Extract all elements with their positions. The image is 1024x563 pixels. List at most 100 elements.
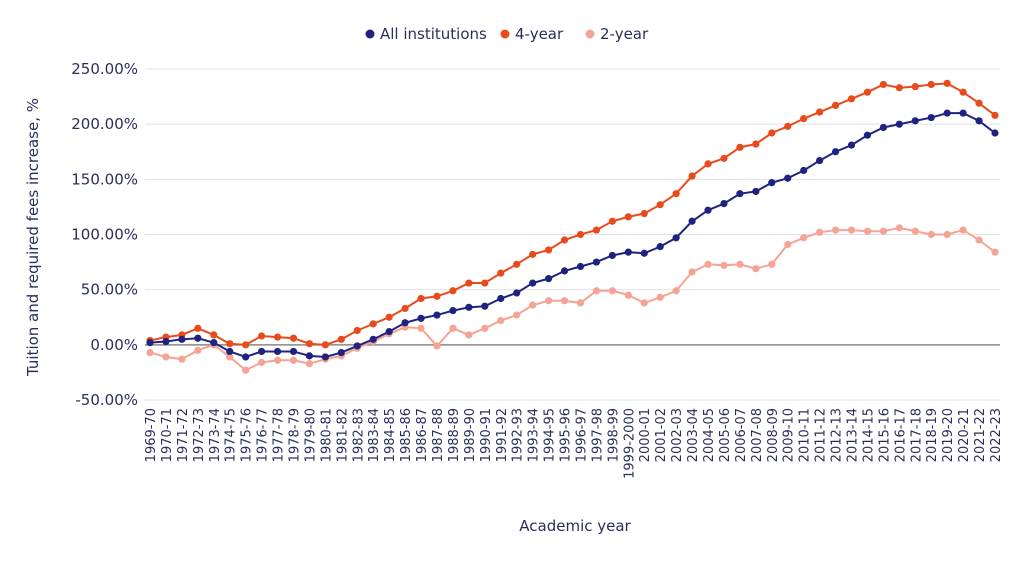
data-point[interactable] xyxy=(720,261,728,269)
data-point[interactable] xyxy=(879,227,887,235)
data-point[interactable] xyxy=(289,334,298,342)
data-point[interactable] xyxy=(608,217,616,225)
data-point[interactable] xyxy=(433,311,441,319)
legend-item[interactable]: 2-year xyxy=(585,25,649,43)
data-point[interactable] xyxy=(831,101,840,110)
data-point[interactable] xyxy=(831,226,840,234)
legend-item[interactable]: All institutions xyxy=(365,25,488,43)
data-point[interactable] xyxy=(592,258,601,266)
data-point[interactable] xyxy=(863,88,872,96)
data-point[interactable] xyxy=(991,248,999,256)
data-point[interactable] xyxy=(672,190,680,198)
data-point[interactable] xyxy=(816,108,824,116)
data-point[interactable] xyxy=(959,109,967,117)
data-point[interactable] xyxy=(847,141,856,149)
data-point[interactable] xyxy=(449,287,457,295)
data-point[interactable] xyxy=(943,79,951,87)
data-point[interactable] xyxy=(385,327,393,336)
data-point[interactable] xyxy=(752,187,760,196)
data-point[interactable] xyxy=(863,227,872,235)
data-point[interactable] xyxy=(640,249,648,257)
data-point[interactable] xyxy=(608,287,616,295)
data-point[interactable] xyxy=(847,226,856,234)
data-point[interactable] xyxy=(800,234,808,242)
data-point[interactable] xyxy=(194,346,202,354)
data-point[interactable] xyxy=(305,352,314,360)
data-point[interactable] xyxy=(529,279,537,287)
data-point[interactable] xyxy=(513,260,521,268)
data-point[interactable] xyxy=(991,111,999,119)
data-point[interactable] xyxy=(242,341,250,349)
data-point[interactable] xyxy=(273,347,282,356)
data-point[interactable] xyxy=(624,248,632,256)
data-point[interactable] xyxy=(497,269,505,277)
data-point[interactable] xyxy=(497,316,505,325)
data-point[interactable] xyxy=(433,342,441,350)
data-point[interactable] xyxy=(529,250,537,258)
data-point[interactable] xyxy=(242,353,250,361)
data-point[interactable] xyxy=(656,243,664,251)
data-point[interactable] xyxy=(258,347,266,356)
data-point[interactable] xyxy=(943,109,951,117)
data-point[interactable] xyxy=(513,289,521,297)
data-point[interactable] xyxy=(895,120,903,128)
data-point[interactable] xyxy=(895,224,903,232)
data-point[interactable] xyxy=(720,200,728,208)
data-point[interactable] xyxy=(800,115,808,123)
data-point[interactable] xyxy=(273,356,282,364)
data-point[interactable] xyxy=(640,209,648,218)
data-point[interactable] xyxy=(560,267,569,275)
data-point[interactable] xyxy=(656,201,664,209)
data-point[interactable] xyxy=(975,236,983,244)
data-point[interactable] xyxy=(162,353,170,361)
data-point[interactable] xyxy=(560,236,569,244)
data-point[interactable] xyxy=(927,80,935,89)
data-point[interactable] xyxy=(194,324,202,332)
data-point[interactable] xyxy=(768,260,776,268)
data-point[interactable] xyxy=(337,348,345,357)
data-point[interactable] xyxy=(576,230,585,239)
data-point[interactable] xyxy=(784,122,792,130)
data-point[interactable] xyxy=(353,342,361,350)
data-point[interactable] xyxy=(544,297,553,305)
data-point[interactable] xyxy=(816,228,824,236)
data-point[interactable] xyxy=(959,88,967,96)
data-point[interactable] xyxy=(162,337,170,346)
data-point[interactable] xyxy=(688,172,696,180)
data-point[interactable] xyxy=(576,262,585,271)
data-point[interactable] xyxy=(497,294,505,303)
data-point[interactable] xyxy=(975,117,983,125)
data-point[interactable] xyxy=(481,324,489,332)
data-point[interactable] xyxy=(672,287,680,295)
data-point[interactable] xyxy=(688,268,696,276)
data-point[interactable] xyxy=(592,226,601,234)
data-point[interactable] xyxy=(895,84,903,92)
data-point[interactable] xyxy=(465,279,473,287)
data-point[interactable] xyxy=(624,213,632,221)
data-point[interactable] xyxy=(465,303,473,311)
data-point[interactable] xyxy=(146,348,154,357)
data-point[interactable] xyxy=(513,311,521,319)
data-point[interactable] xyxy=(226,340,234,348)
data-point[interactable] xyxy=(305,359,314,368)
data-point[interactable] xyxy=(369,335,377,343)
data-point[interactable] xyxy=(624,291,632,299)
data-point[interactable] xyxy=(911,227,919,235)
data-point[interactable] xyxy=(401,319,409,327)
data-point[interactable] xyxy=(417,294,425,303)
data-point[interactable] xyxy=(640,299,648,307)
data-point[interactable] xyxy=(704,260,712,268)
data-point[interactable] xyxy=(178,335,186,343)
data-point[interactable] xyxy=(210,331,218,339)
data-point[interactable] xyxy=(401,304,409,313)
data-point[interactable] xyxy=(258,358,266,367)
data-point[interactable] xyxy=(337,335,345,343)
data-point[interactable] xyxy=(210,339,218,347)
data-point[interactable] xyxy=(784,174,792,182)
data-point[interactable] xyxy=(736,143,744,151)
data-point[interactable] xyxy=(544,275,553,283)
legend-item[interactable]: 4-year xyxy=(500,25,564,43)
data-point[interactable] xyxy=(194,334,202,342)
data-point[interactable] xyxy=(943,230,951,239)
data-point[interactable] xyxy=(720,154,728,162)
